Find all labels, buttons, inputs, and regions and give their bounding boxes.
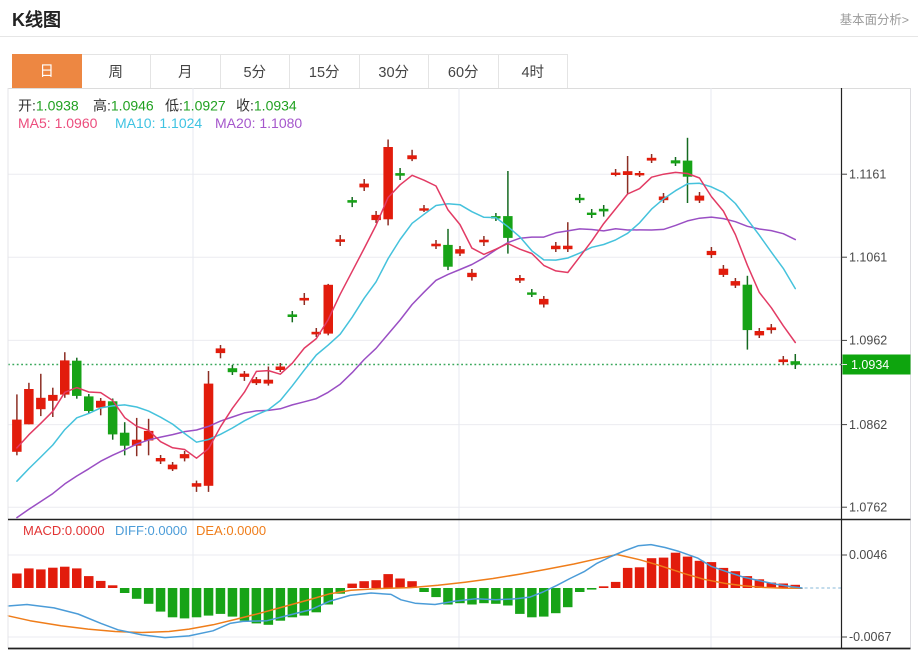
svg-text:收:1.0934: 收:1.0934 (236, 97, 297, 113)
svg-text:MA20: 1.1080: MA20: 1.1080 (215, 115, 302, 131)
svg-text:1.1061: 1.1061 (849, 250, 887, 264)
svg-text:1.1161: 1.1161 (849, 167, 886, 181)
svg-text:开:1.0938: 开:1.0938 (18, 97, 79, 113)
svg-text:低:1.0927: 低:1.0927 (165, 97, 226, 113)
svg-text:DIFF:0.0000: DIFF:0.0000 (115, 523, 187, 538)
svg-text:1.0762: 1.0762 (849, 500, 887, 514)
svg-text:1.0862: 1.0862 (849, 418, 887, 432)
svg-text:0.0046: 0.0046 (849, 548, 887, 562)
svg-text:MA10: 1.1024: MA10: 1.1024 (115, 115, 202, 131)
svg-text:1.0934: 1.0934 (851, 358, 889, 372)
svg-text:MA5: 1.0960: MA5: 1.0960 (18, 115, 98, 131)
svg-text:1.0962: 1.0962 (849, 334, 887, 348)
svg-text:DEA:0.0000: DEA:0.0000 (196, 523, 266, 538)
svg-text:-0.0067: -0.0067 (849, 630, 891, 644)
svg-text:MACD:0.0000: MACD:0.0000 (23, 523, 105, 538)
svg-text:高:1.0946: 高:1.0946 (93, 97, 154, 113)
